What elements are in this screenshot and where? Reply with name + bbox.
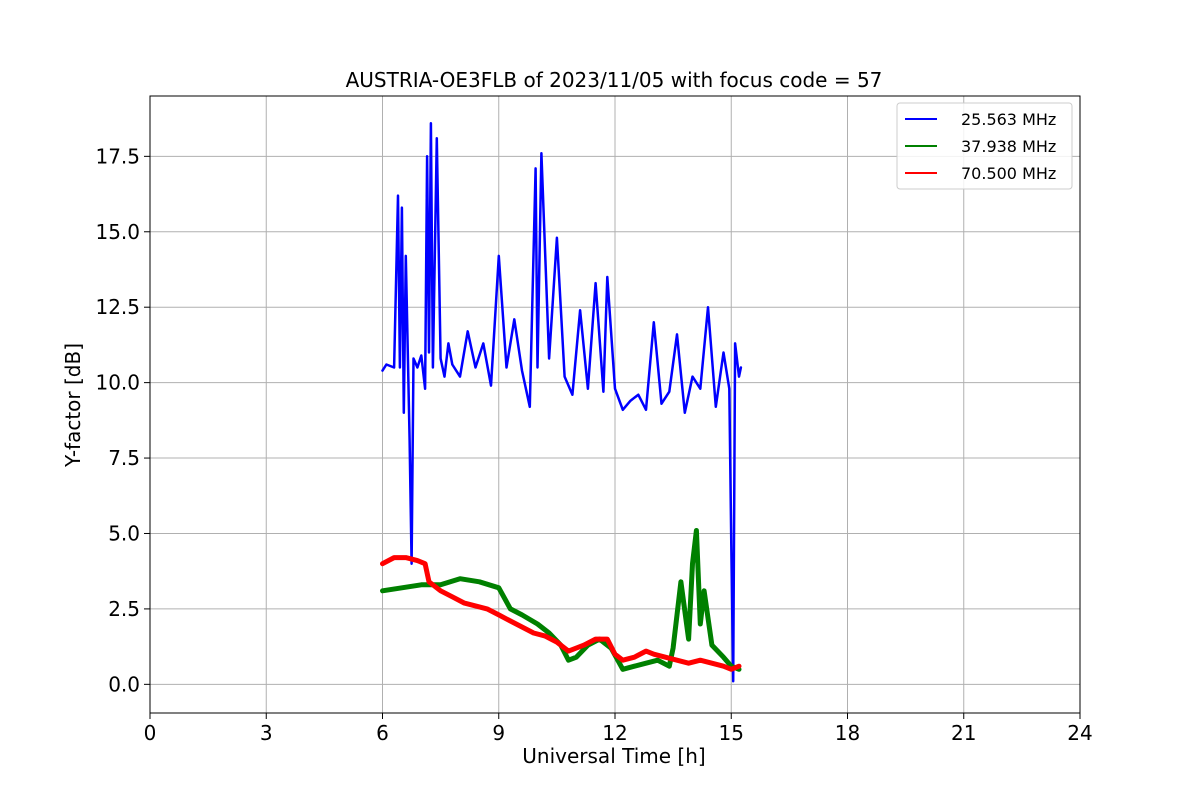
x-tick-label: 0	[144, 721, 157, 745]
y-tick-label: 15.0	[95, 220, 140, 244]
x-tick-label: 18	[835, 721, 860, 745]
legend-label: 37.938 MHz	[961, 137, 1056, 156]
series-line-3	[380, 555, 742, 672]
legend: 25.563 MHz 37.938 MHz 70.500 MHz	[896, 102, 1073, 190]
axis-ticks: 0 3 6 9 12 15 18 21 24 0.0 2.5 5.0 7.5 10.0 12.5 15.0 17…	[95, 144, 1092, 745]
y-tick-label: 10.0	[95, 371, 140, 395]
x-tick-label: 24	[1067, 721, 1092, 745]
x-tick-label: 6	[376, 721, 389, 745]
legend-label: 70.500 MHz	[961, 164, 1056, 183]
x-tick-label: 3	[260, 721, 273, 745]
x-tick-label: 21	[951, 721, 976, 745]
y-tick-label: 7.5	[108, 446, 140, 470]
x-axis-label: Universal Time [h]	[522, 744, 705, 768]
y-axis-label: Y-factor [dB]	[61, 343, 85, 468]
series-lines	[380, 121, 743, 683]
legend-box	[896, 102, 1073, 190]
y-tick-label: 2.5	[108, 597, 140, 621]
chart-title: AUSTRIA-OE3FLB of 2023/11/05 with focus …	[346, 68, 883, 92]
y-tick-label: 5.0	[108, 521, 140, 545]
x-tick-label: 15	[719, 721, 744, 745]
legend-label: 25.563 MHz	[961, 110, 1056, 129]
x-tick-label: 12	[602, 721, 627, 745]
y-tick-label: 17.5	[95, 144, 140, 168]
y-tick-label: 12.5	[95, 295, 140, 319]
y-tick-label: 0.0	[108, 672, 140, 696]
x-tick-label: 9	[492, 721, 505, 745]
series-line-1	[381, 121, 743, 683]
